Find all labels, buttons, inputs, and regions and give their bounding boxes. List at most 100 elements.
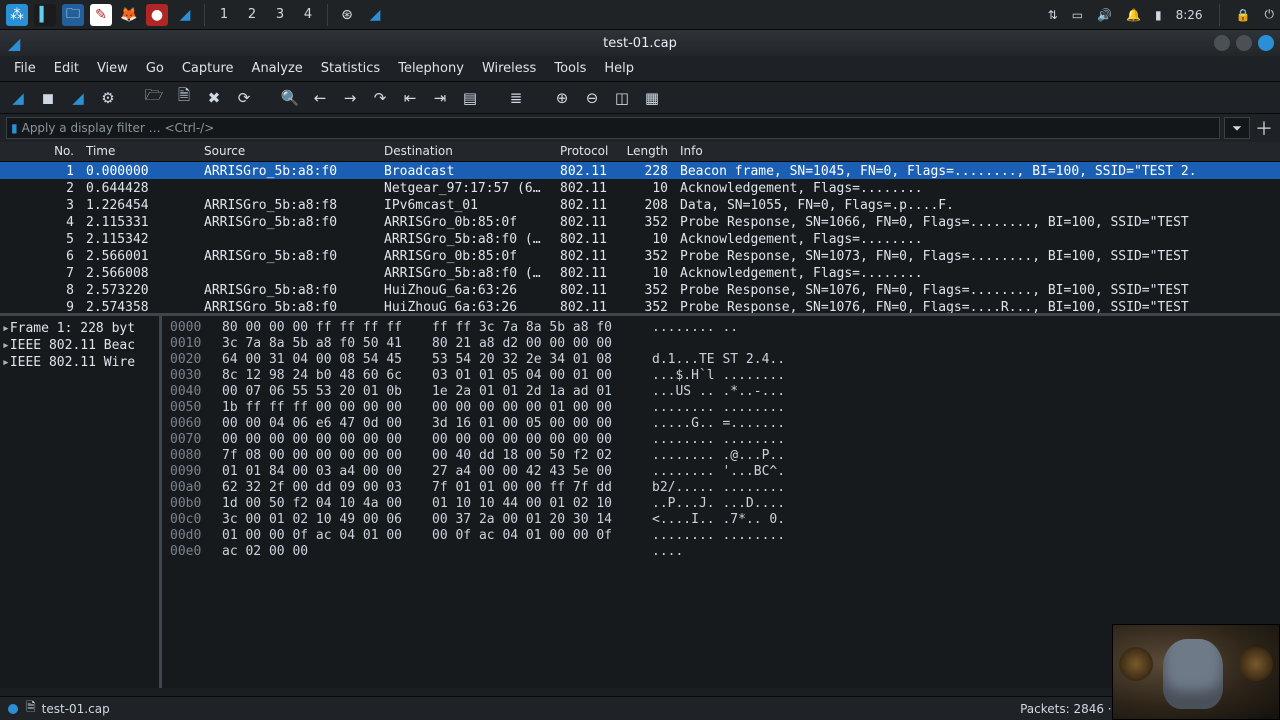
- col-info[interactable]: Info: [674, 142, 1280, 161]
- save-file-icon[interactable]: 🗎: [172, 86, 196, 110]
- hex-row[interactable]: 00d001 00 00 0f ac 04 01 0000 0f ac 04 0…: [170, 528, 1272, 544]
- tray-power-icon[interactable]: ⏻: [1265, 7, 1275, 22]
- go-forward-icon[interactable]: →: [338, 86, 362, 110]
- packet-row[interactable]: 20.644428Netgear_97:17:57 (6…802.1110Ack…: [0, 179, 1280, 196]
- workspace-1[interactable]: 1: [213, 7, 235, 22]
- capture-file-icon: 🗎: [26, 698, 36, 719]
- tray-battery-icon[interactable]: ▮: [1155, 8, 1162, 22]
- tray-network-icon[interactable]: ⇅: [1048, 8, 1058, 22]
- filter-placeholder: Apply a display filter … <Ctrl-/>: [22, 121, 215, 135]
- tray-notification-icon[interactable]: 🔔: [1126, 8, 1141, 22]
- col-length[interactable]: Length: [620, 142, 674, 161]
- expert-info-icon[interactable]: [8, 704, 18, 714]
- packet-row[interactable]: 92.574358ARRISGro_5b:a8:f0HuiZhouG_6a:63…: [0, 298, 1280, 315]
- packet-row[interactable]: 42.115331ARRISGro_5b:a8:f0ARRISGro_0b:85…: [0, 213, 1280, 230]
- colorize-icon[interactable]: ≣: [504, 86, 528, 110]
- menu-telephony[interactable]: Telephony: [390, 58, 472, 79]
- auto-scroll-icon[interactable]: ▤: [458, 86, 482, 110]
- go-back-icon[interactable]: ←: [308, 86, 332, 110]
- resize-columns-icon[interactable]: ▦: [640, 86, 664, 110]
- find-packet-icon[interactable]: 🔍: [278, 86, 302, 110]
- editor-icon[interactable]: ✎: [90, 4, 112, 26]
- col-destination[interactable]: Destination: [378, 142, 554, 161]
- display-filter-input[interactable]: ▮ Apply a display filter … <Ctrl-/>: [6, 117, 1220, 139]
- close-file-icon[interactable]: ✖: [202, 86, 226, 110]
- menu-statistics[interactable]: Statistics: [313, 58, 388, 79]
- window-titlebar[interactable]: ◢ test-01.cap: [0, 30, 1280, 56]
- tray-lock-icon[interactable]: 🔒: [1236, 8, 1251, 22]
- hex-row[interactable]: 000080 00 00 00 ff ff ff ffff ff 3c 7a 8…: [170, 320, 1272, 336]
- restart-capture-icon[interactable]: ◢: [66, 86, 90, 110]
- go-first-icon[interactable]: ⇤: [398, 86, 422, 110]
- tree-item[interactable]: Frame 1: 228 byt: [2, 320, 157, 337]
- capture-options-icon[interactable]: ⚙: [96, 86, 120, 110]
- menu-view[interactable]: View: [89, 58, 136, 79]
- zoom-in-icon[interactable]: ⊕: [550, 86, 574, 110]
- menu-file[interactable]: File: [6, 58, 44, 79]
- menu-tools[interactable]: Tools: [546, 58, 594, 79]
- tree-item[interactable]: IEEE 802.11 Beac: [2, 337, 157, 354]
- app-menu-icon[interactable]: ⁂: [6, 4, 28, 26]
- col-protocol[interactable]: Protocol: [554, 142, 620, 161]
- taskbar-separator: [204, 4, 205, 26]
- file-manager-icon[interactable]: 🗀: [62, 4, 84, 26]
- wireshark-taskbar-icon[interactable]: ◢: [174, 4, 196, 26]
- go-to-packet-icon[interactable]: ↷: [368, 86, 392, 110]
- workspace-4[interactable]: 4: [297, 7, 319, 22]
- hex-row[interactable]: 00807f 08 00 00 00 00 00 0000 40 dd 18 0…: [170, 448, 1272, 464]
- open-file-icon[interactable]: 🗁: [142, 86, 166, 110]
- packet-list-header[interactable]: No. Time Source Destination Protocol Len…: [0, 142, 1280, 162]
- packet-row[interactable]: 52.115342ARRISGro_5b:a8:f0 (…802.1110Ack…: [0, 230, 1280, 247]
- hex-row[interactable]: 004000 07 06 55 53 20 01 0b1e 2a 01 01 2…: [170, 384, 1272, 400]
- col-no[interactable]: No.: [0, 142, 80, 161]
- minimize-button[interactable]: [1214, 35, 1230, 51]
- close-button[interactable]: [1258, 35, 1274, 51]
- hex-row[interactable]: 006000 00 04 06 e6 47 0d 003d 16 01 00 0…: [170, 416, 1272, 432]
- col-source[interactable]: Source: [198, 142, 378, 161]
- hex-row[interactable]: 007000 00 00 00 00 00 00 0000 00 00 00 0…: [170, 432, 1272, 448]
- go-last-icon[interactable]: ⇥: [428, 86, 452, 110]
- hex-row[interactable]: 00c03c 00 01 02 10 49 00 0600 37 2a 00 0…: [170, 512, 1272, 528]
- packet-row[interactable]: 31.226454ARRISGro_5b:a8:f8IPv6mcast_0180…: [0, 196, 1280, 213]
- packet-row[interactable]: 72.566008ARRISGro_5b:a8:f0 (…802.1110Ack…: [0, 264, 1280, 281]
- maximize-button[interactable]: [1236, 35, 1252, 51]
- menu-analyze[interactable]: Analyze: [244, 58, 311, 79]
- menu-edit[interactable]: Edit: [46, 58, 87, 79]
- terminal-icon[interactable]: ▍: [34, 4, 56, 26]
- tray-clock[interactable]: 8:26: [1176, 8, 1203, 22]
- zoom-out-icon[interactable]: ⊖: [580, 86, 604, 110]
- menu-help[interactable]: Help: [596, 58, 642, 79]
- hex-row[interactable]: 00308c 12 98 24 b0 48 60 6c03 01 01 05 0…: [170, 368, 1272, 384]
- hex-row[interactable]: 002064 00 31 04 00 08 54 4553 54 20 32 2…: [170, 352, 1272, 368]
- menu-capture[interactable]: Capture: [174, 58, 242, 79]
- tree-item[interactable]: IEEE 802.11 Wire: [2, 354, 157, 371]
- hex-row[interactable]: 009001 01 84 00 03 a4 00 0027 a4 00 00 4…: [170, 464, 1272, 480]
- taskbar-app-icon[interactable]: ◢: [364, 4, 386, 26]
- tray-volume-icon[interactable]: 🔊: [1097, 8, 1112, 22]
- packet-row[interactable]: 10.000000ARRISGro_5b:a8:f0Broadcast802.1…: [0, 162, 1280, 179]
- bookmark-icon[interactable]: ▮: [11, 121, 18, 135]
- add-filter-button[interactable]: ＋: [1254, 118, 1274, 138]
- firefox-icon[interactable]: 🦊: [118, 4, 140, 26]
- zoom-reset-icon[interactable]: ◫: [610, 86, 634, 110]
- hex-row[interactable]: 00103c 7a 8a 5b a8 f0 50 4180 21 a8 d2 0…: [170, 336, 1272, 352]
- hex-row[interactable]: 00501b ff ff ff 00 00 00 0000 00 00 00 0…: [170, 400, 1272, 416]
- menu-go[interactable]: Go: [138, 58, 172, 79]
- packet-details-pane[interactable]: Frame 1: 228 bytIEEE 802.11 BeacIEEE 802…: [0, 316, 162, 688]
- filter-history-button[interactable]: ⏷: [1224, 117, 1250, 139]
- workspace-3[interactable]: 3: [269, 7, 291, 22]
- red-app-icon[interactable]: ●: [146, 4, 168, 26]
- hex-row[interactable]: 00a062 32 2f 00 dd 09 00 037f 01 01 00 0…: [170, 480, 1272, 496]
- stop-capture-icon[interactable]: ◼: [36, 86, 60, 110]
- col-time[interactable]: Time: [80, 142, 198, 161]
- tray-display-icon[interactable]: ▭: [1072, 8, 1083, 22]
- menu-wireless[interactable]: Wireless: [474, 58, 544, 79]
- reload-icon[interactable]: ⟳: [232, 86, 256, 110]
- workspace-2[interactable]: 2: [241, 7, 263, 22]
- start-capture-icon[interactable]: ◢: [6, 86, 30, 110]
- hex-row[interactable]: 00e0ac 02 00 00....: [170, 544, 1272, 560]
- hex-row[interactable]: 00b01d 00 50 f2 04 10 4a 0001 10 10 44 0…: [170, 496, 1272, 512]
- packet-row[interactable]: 62.566001ARRISGro_5b:a8:f0ARRISGro_0b:85…: [0, 247, 1280, 264]
- packet-row[interactable]: 82.573220ARRISGro_5b:a8:f0HuiZhouG_6a:63…: [0, 281, 1280, 298]
- taskbar-app-icon[interactable]: ⊛: [336, 4, 358, 26]
